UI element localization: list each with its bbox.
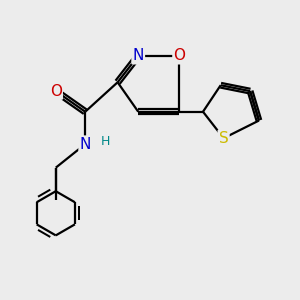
Text: N: N bbox=[80, 136, 91, 152]
Text: N: N bbox=[133, 48, 144, 63]
Text: H: H bbox=[101, 135, 110, 148]
Text: O: O bbox=[50, 84, 62, 99]
Text: O: O bbox=[173, 48, 185, 63]
Text: S: S bbox=[219, 131, 229, 146]
